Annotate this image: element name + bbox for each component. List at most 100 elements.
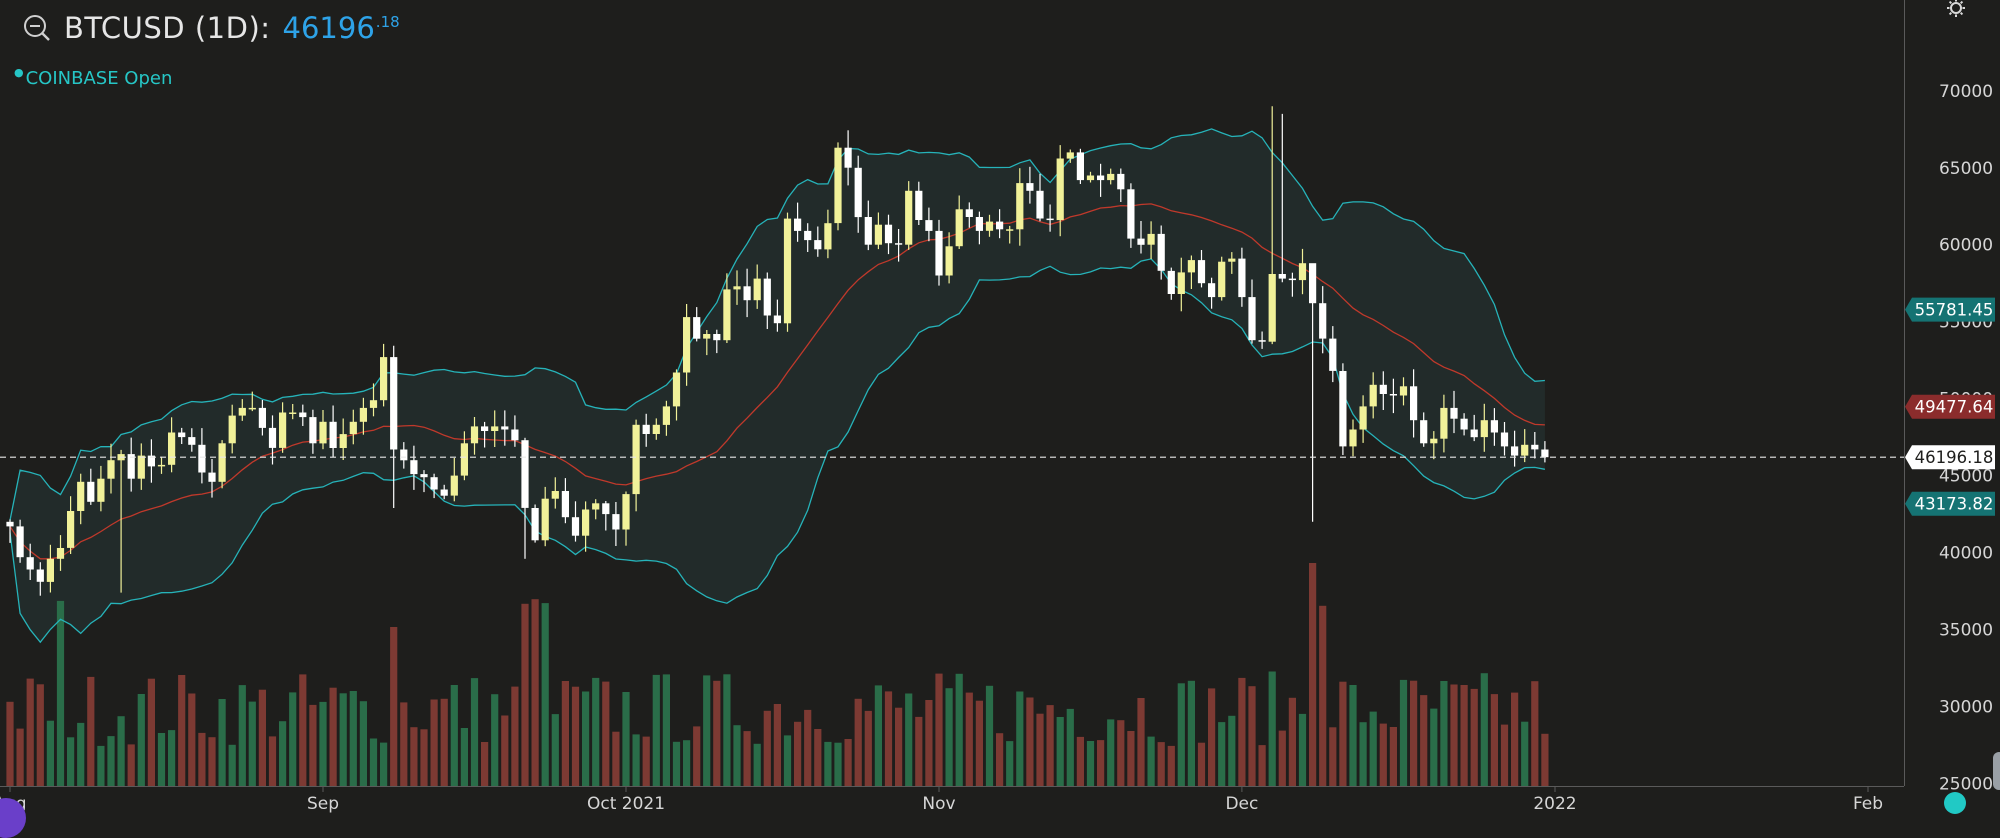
symbol-label: BTCUSD (1D): xyxy=(64,11,271,45)
candle-body xyxy=(723,289,731,341)
volume-bar xyxy=(925,700,933,786)
candle-body xyxy=(672,372,681,407)
candle-body xyxy=(1450,407,1458,419)
candle-body xyxy=(481,426,489,431)
zoom-out-icon[interactable] xyxy=(22,13,52,43)
candle-body xyxy=(178,432,186,438)
candle-body xyxy=(1218,261,1226,298)
volume-bar xyxy=(491,694,499,786)
candle-body xyxy=(1470,429,1478,438)
candle-body xyxy=(783,218,792,324)
candle-body xyxy=(248,407,256,410)
volume-bar xyxy=(1208,688,1216,786)
volume-bar xyxy=(6,701,14,786)
price-axis-scroll-handle[interactable] xyxy=(1993,752,2000,790)
candle-body xyxy=(46,558,54,582)
volume-bar xyxy=(1248,686,1256,786)
volume-bar xyxy=(531,599,539,786)
exchange-status: ● COINBASE Open xyxy=(14,67,172,89)
candle-body xyxy=(955,209,963,247)
gear-icon[interactable] xyxy=(1942,0,1970,26)
bollinger-upper-badge: 55781.45 xyxy=(1905,297,1995,322)
volume-bar xyxy=(561,681,569,786)
volume-bar xyxy=(1238,677,1246,786)
candle-body xyxy=(622,494,630,530)
volume-bar xyxy=(662,674,670,786)
candle-body xyxy=(268,427,277,448)
candle-body xyxy=(1177,272,1185,294)
volume-bar xyxy=(743,731,751,786)
candle-body xyxy=(97,478,105,502)
candle-body xyxy=(733,286,741,290)
candle-body xyxy=(1531,444,1539,450)
volume-bar xyxy=(895,707,903,786)
candle-body xyxy=(1298,263,1307,281)
volume-bar xyxy=(1026,697,1034,786)
candle-body xyxy=(561,491,569,518)
candle-body xyxy=(289,412,297,414)
volume-bar xyxy=(268,736,277,786)
volume-bar xyxy=(945,688,953,786)
volume-bar xyxy=(46,720,54,786)
volume-bar xyxy=(1006,741,1014,786)
candle-body xyxy=(1208,283,1216,298)
candle-body xyxy=(1329,338,1337,371)
volume-bar xyxy=(783,735,792,786)
candle-body xyxy=(299,412,307,418)
candle-body xyxy=(1460,418,1468,430)
candle-body xyxy=(67,511,75,548)
candle-body xyxy=(1016,183,1024,230)
candle-body xyxy=(511,429,519,441)
chart-status-indicator[interactable] xyxy=(1944,792,1966,814)
volume-bar xyxy=(188,693,196,786)
candle-body xyxy=(683,317,691,373)
volume-bar xyxy=(198,732,206,786)
candle-body xyxy=(1490,420,1498,433)
volume-bar xyxy=(824,741,832,786)
volume-bar xyxy=(67,737,75,786)
candle-body xyxy=(763,278,771,316)
candle-body xyxy=(814,240,822,250)
volume-bar xyxy=(400,702,408,786)
svg-text:43173.82: 43173.82 xyxy=(1915,495,1994,514)
candle-body xyxy=(430,477,438,490)
volume-bar xyxy=(965,692,973,786)
volume-bar xyxy=(1046,705,1054,786)
candle-body xyxy=(571,517,580,536)
volume-bar xyxy=(773,704,781,786)
candle-body xyxy=(874,224,882,245)
candle-body xyxy=(642,424,650,434)
volume-bar xyxy=(349,691,357,786)
candle-body xyxy=(1389,394,1397,396)
volume-bar xyxy=(460,728,468,786)
candle-body xyxy=(107,460,115,479)
candle-body xyxy=(915,190,923,220)
volume-bar xyxy=(884,691,893,786)
candle-body xyxy=(238,407,246,416)
candle-body xyxy=(531,508,539,541)
candle-body xyxy=(26,557,34,570)
candle-body xyxy=(188,437,196,445)
candle-body xyxy=(1379,384,1387,394)
volume-bar xyxy=(359,701,367,786)
candle-body xyxy=(1056,158,1064,221)
candle-body xyxy=(1117,173,1125,190)
candle-body xyxy=(147,455,155,467)
candle-body xyxy=(884,224,893,244)
candle-body xyxy=(602,503,610,515)
candle-body xyxy=(1197,260,1206,284)
candle-body xyxy=(380,357,388,401)
volume-bar xyxy=(1177,683,1185,786)
volume-bar xyxy=(228,744,236,786)
volume-bar xyxy=(834,742,842,786)
bollinger-lower-line xyxy=(9,258,1546,644)
chart-header: BTCUSD (1D): 46196.18 xyxy=(22,6,400,50)
volume-bar xyxy=(238,685,246,786)
volume-bar xyxy=(1268,671,1276,786)
candle-body xyxy=(582,509,590,536)
volume-bar xyxy=(1258,745,1266,786)
candle-body xyxy=(400,449,408,461)
candle-body xyxy=(258,407,266,428)
candle-body xyxy=(1097,175,1105,181)
